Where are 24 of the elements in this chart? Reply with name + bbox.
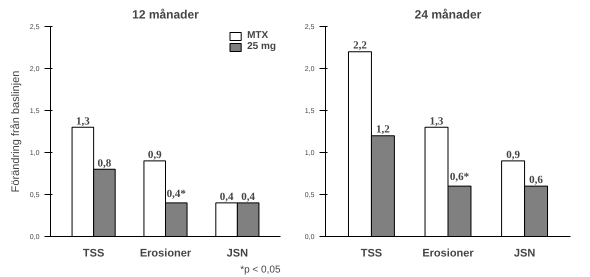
x-tick-label: TSS [360, 248, 382, 260]
data-label: 1,3 [430, 115, 444, 128]
data-label: 0,4 [220, 190, 234, 203]
data-label: 1,3 [76, 115, 90, 128]
data-label: 0,6* [450, 171, 470, 184]
x-tick-label: JSN [514, 248, 536, 260]
data-label: 2,2 [353, 40, 368, 52]
data-label: 0,4 [241, 190, 256, 203]
data-label: 0,9 [148, 148, 162, 161]
data-label: 1,2 [376, 124, 390, 136]
legend-label: 25 mg [247, 41, 276, 52]
data-label: 0,9 [506, 148, 520, 161]
chart-title: 24 månader [414, 8, 482, 22]
x-tick-label: Erosioner [140, 248, 192, 260]
chart-title: 12 månader [132, 8, 200, 22]
x-tick-label: TSS [82, 248, 104, 260]
data-label: 0,8 [98, 157, 112, 170]
legend-label: MTX [247, 30, 268, 41]
data-label: 0,6 [529, 174, 544, 186]
y-axis-title: Förändring från baslinjen [10, 70, 22, 192]
data-label: 0,4* [166, 188, 186, 200]
x-tick-label: JSN [226, 248, 248, 260]
x-tick-label: Erosioner [422, 248, 474, 260]
text: *p < 0,05 [240, 264, 281, 276]
